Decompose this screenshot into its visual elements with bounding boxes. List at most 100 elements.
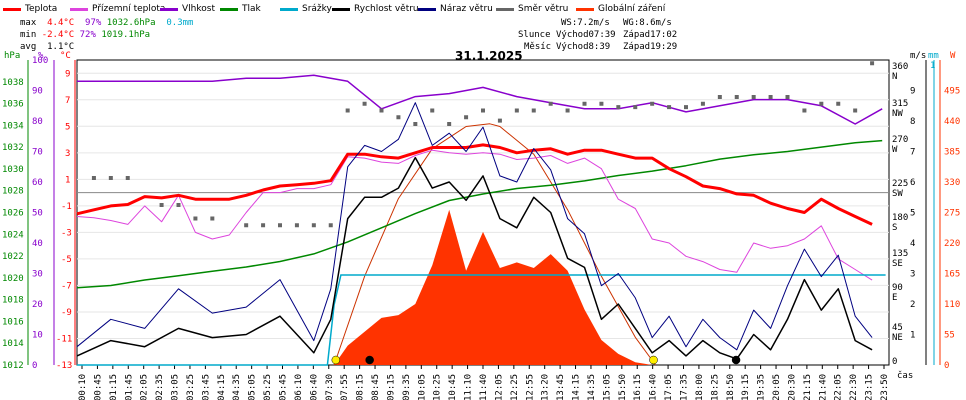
- x-tick-label: 15:50: [618, 374, 628, 400]
- legend-label: Rychlost větru: [354, 4, 419, 14]
- x-tick-label: 22:30: [849, 374, 859, 400]
- x-tick-label: 19:15: [741, 374, 751, 400]
- wind-direction-point: [396, 115, 401, 120]
- legend-swatch: [3, 7, 21, 11]
- legend-label: Tlak: [242, 4, 261, 14]
- axis-unit-temp: °C: [60, 51, 71, 61]
- tick-radiation: 0: [944, 361, 949, 371]
- tick-radiation: 165: [944, 270, 960, 280]
- legend-swatch: [496, 7, 514, 11]
- tick-hpa: 1038: [2, 78, 24, 88]
- x-tick-label: 20:30: [787, 374, 797, 400]
- wind-direction-point: [870, 61, 875, 66]
- tick-hpa: 1024: [2, 230, 24, 240]
- wind-direction-point: [497, 118, 502, 123]
- wind-direction-point: [362, 101, 367, 106]
- tick-direction-name: NW: [892, 109, 903, 119]
- moon-rise: Východ8:39: [556, 42, 611, 52]
- wind-direction-point: [210, 216, 215, 221]
- tick-wind: 3: [910, 270, 915, 280]
- tick-temp: 5: [65, 122, 70, 132]
- moonrise-icon: [365, 355, 374, 365]
- wind-direction-point: [616, 105, 621, 110]
- legend-label: Přízemní teplota: [92, 4, 166, 14]
- x-tick-label: 06:40: [309, 374, 319, 400]
- x-tick-label: 09:35: [402, 374, 412, 400]
- tick-hpa: 1012: [2, 361, 24, 371]
- legend-item-1: Přízemní teplota: [70, 2, 165, 16]
- wind-direction-point: [599, 101, 604, 106]
- tick-direction-name: NE: [892, 333, 903, 343]
- tick-hpa: 1036: [2, 100, 24, 110]
- x-tick-label: 17:35: [680, 374, 690, 400]
- legend-swatch: [280, 7, 298, 11]
- legend-label: Směr větru: [518, 4, 569, 14]
- wind-direction-point: [734, 95, 739, 99]
- wind-direction-point: [548, 101, 553, 106]
- wind-direction-point: [751, 95, 756, 99]
- tick-wind: 1: [910, 331, 915, 341]
- legend-label: Náraz větru: [440, 4, 493, 14]
- legend-item-5: Rychlost větru: [332, 2, 419, 16]
- tick-temp: 3: [65, 149, 70, 159]
- wind-direction-point: [481, 108, 485, 113]
- tick-hpa: 1016: [2, 317, 24, 327]
- wind-direction-point: [278, 223, 282, 228]
- tick-radiation: 275: [944, 209, 960, 219]
- x-tick-label: 23:50: [880, 374, 890, 400]
- x-tick-label: 11:10: [464, 374, 474, 400]
- x-tick-label: 04:35: [232, 374, 242, 400]
- x-tick-label: 03:05: [171, 374, 181, 400]
- x-tick-label: 02:35: [155, 374, 165, 400]
- sunset-icon: [649, 355, 658, 365]
- tick-humidity: 30: [32, 270, 43, 280]
- x-tick-label: 08:45: [371, 374, 381, 400]
- wind-direction-point: [633, 105, 638, 110]
- tick-direction: 360: [892, 62, 908, 72]
- tick-temp: -5: [61, 255, 72, 265]
- tick-hpa: 1014: [2, 339, 24, 349]
- wind-direction-point: [464, 115, 469, 120]
- x-tick-label: 10:05: [417, 374, 427, 400]
- x-tick-label: 21:15: [803, 374, 813, 400]
- legend-swatch: [576, 7, 594, 11]
- tick-radiation: 440: [944, 117, 960, 127]
- x-tick-label: 18:50: [726, 374, 736, 400]
- tick-direction-name: SE: [892, 259, 903, 269]
- wind-direction-point: [294, 223, 299, 228]
- x-tick-label: 14:35: [587, 374, 597, 400]
- x-tick-label: 06:10: [294, 374, 304, 400]
- tick-temp: -9: [61, 308, 72, 318]
- ground-temperature-line: [76, 149, 873, 281]
- legend-item-7: Směr větru: [496, 2, 568, 16]
- x-tick-label: 20:05: [772, 374, 782, 400]
- tick-hpa: 1034: [2, 121, 24, 131]
- tick-humidity: 50: [32, 209, 43, 219]
- tick-direction: 135: [892, 249, 908, 259]
- tick-radiation: 330: [944, 178, 960, 188]
- x-tick-label: 14:15: [572, 374, 582, 400]
- wind-wg: WG:8.6m/s: [623, 18, 672, 28]
- legend-label: Teplota: [25, 4, 58, 14]
- tick-humidity: 20: [32, 300, 43, 310]
- tick-hpa: 1032: [2, 143, 24, 153]
- stats-avg-row: avg 1.1°C: [20, 42, 75, 52]
- wind-direction-point: [531, 108, 536, 113]
- tick-temp: 9: [65, 69, 70, 79]
- x-tick-label: 04:15: [217, 374, 227, 400]
- sun-label: Slunce: [518, 30, 551, 40]
- tick-temp: 7: [65, 96, 70, 106]
- tick-direction-name: W: [892, 145, 898, 155]
- axis-unit-humidity: %: [38, 51, 44, 61]
- moonset-icon: [731, 355, 741, 365]
- pressure-line: [76, 139, 883, 289]
- axis-unit-rain: mm: [928, 51, 939, 61]
- tick-direction-name: S: [892, 223, 897, 233]
- legend-swatch: [220, 7, 238, 11]
- wind-direction-point: [430, 108, 435, 113]
- legend-swatch: [418, 7, 436, 11]
- tick-direction-name: E: [892, 293, 897, 303]
- tick-radiation: 55: [944, 331, 955, 341]
- wind-direction-point: [802, 108, 807, 113]
- sun-set: Západ17:02: [623, 30, 678, 40]
